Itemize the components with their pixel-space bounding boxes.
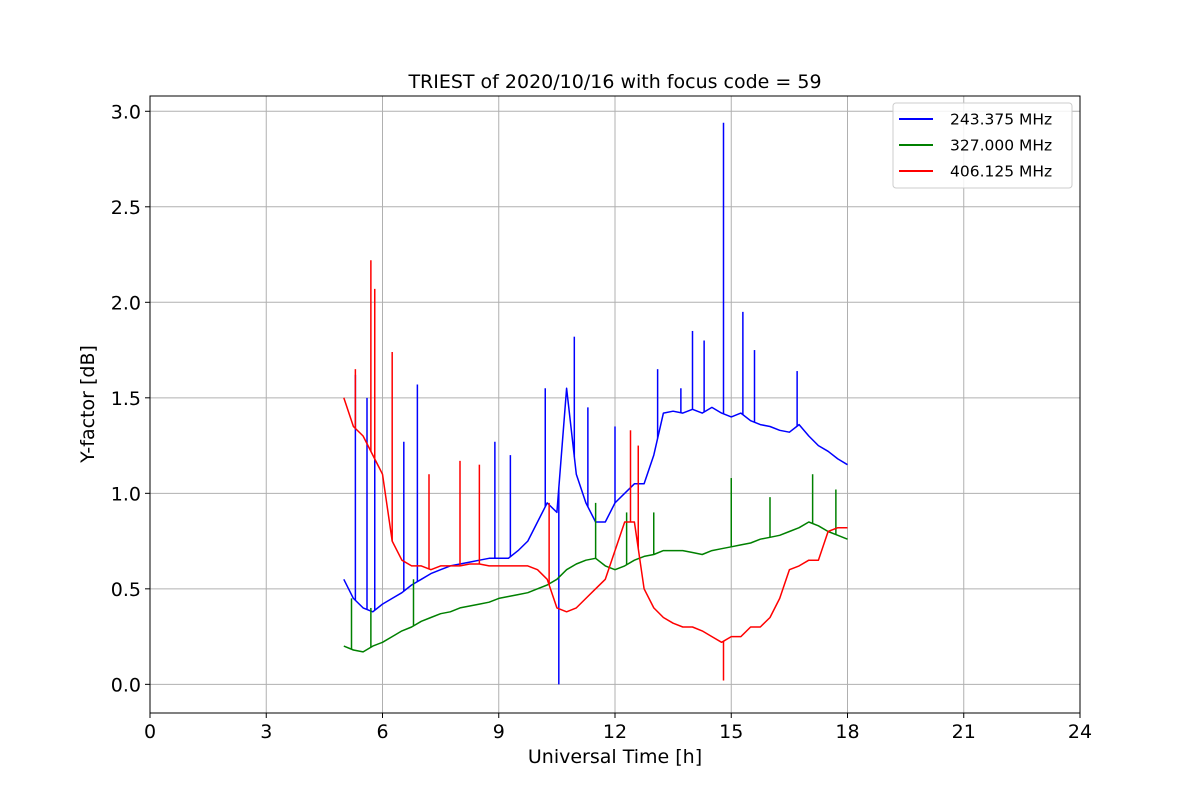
chart-title: TRIEST of 2020/10/16 with focus code = 5… xyxy=(407,71,821,93)
x-tick-label: 0 xyxy=(144,721,156,743)
y-tick-label: 3.0 xyxy=(111,101,141,123)
y-tick-label: 0.0 xyxy=(111,674,141,696)
x-tick-label: 18 xyxy=(835,721,859,743)
x-tick-label: 12 xyxy=(603,721,627,743)
series-line xyxy=(343,397,848,644)
x-axis-label: Universal Time [h] xyxy=(528,746,702,768)
y-tick-label: 0.5 xyxy=(111,579,141,601)
x-tick-label: 15 xyxy=(719,721,743,743)
series-layer xyxy=(343,122,848,685)
series-2 xyxy=(343,474,848,653)
y-tick-label: 1.5 xyxy=(111,388,141,410)
x-tick-label: 24 xyxy=(1068,721,1092,743)
legend-label: 243.375 MHz xyxy=(950,111,1052,129)
legend-label: 406.125 MHz xyxy=(950,163,1052,181)
legend-label: 327.000 MHz xyxy=(950,137,1052,155)
x-tick-label: 3 xyxy=(260,721,272,743)
y-axis-label: Y-factor [dB] xyxy=(77,345,99,464)
series-3 xyxy=(343,260,848,681)
y-tick-label: 1.0 xyxy=(111,483,141,505)
x-tick-label: 21 xyxy=(952,721,976,743)
legend: 243.375 MHz 327.000 MHz 406.125 MHz xyxy=(892,102,1073,189)
series-line xyxy=(343,521,848,653)
x-tick-label: 9 xyxy=(493,721,505,743)
y-tick-label: 2.0 xyxy=(111,292,141,314)
x-tick-label: 6 xyxy=(376,721,388,743)
y-tick-label: 2.5 xyxy=(111,197,141,219)
legend-box xyxy=(892,102,1073,189)
axis-ticks: 0 3 6 9 12 15 18 21 24 0.0 0.5 1.0 1.5 2.0 2.5 3.0 xyxy=(111,101,1092,743)
